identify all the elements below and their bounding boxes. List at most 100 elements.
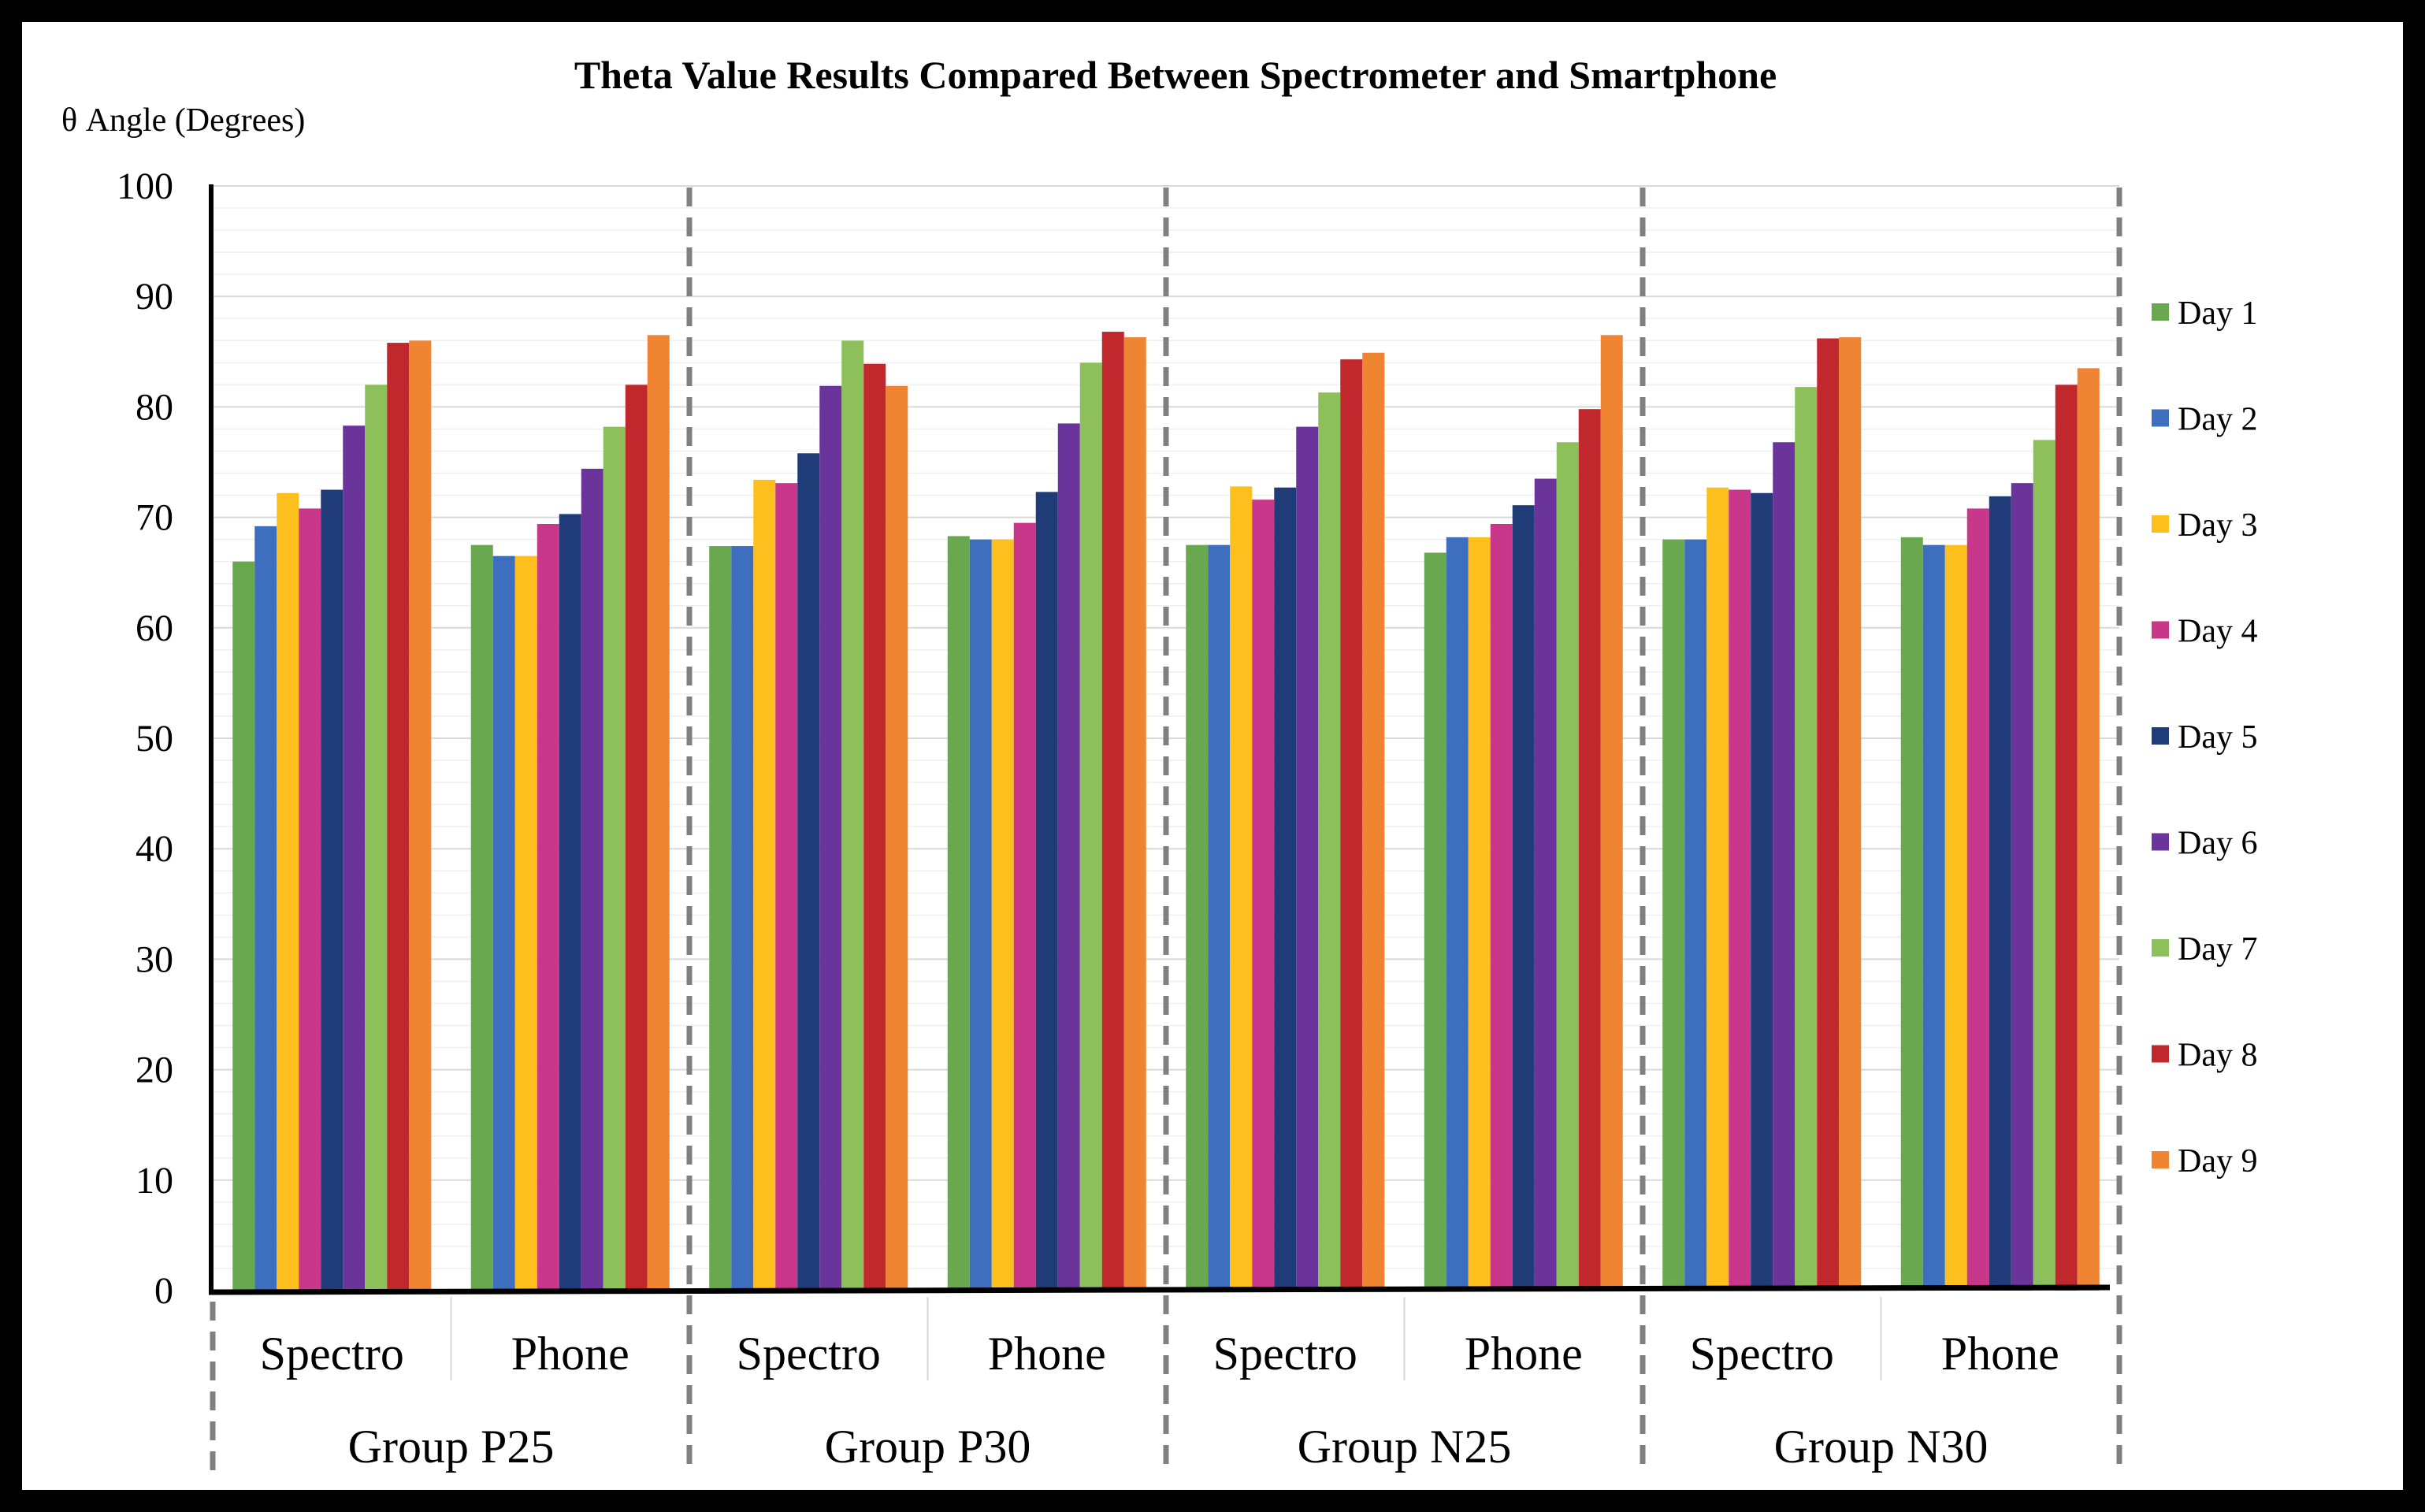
bar-day-8 [2055,385,2078,1291]
legend-label: Day 7 [2178,931,2257,968]
bar-day-4 [1966,508,1989,1291]
legend-label: Day 5 [2178,719,2257,756]
bar-day-3 [1230,486,1253,1291]
bar-day-8 [1817,338,1840,1291]
y-tick-label: 50 [136,718,173,760]
legend-label: Day 4 [2178,614,2257,650]
group-label: Group N30 [1774,1421,1989,1473]
legend-label: Day 8 [2178,1038,2257,1074]
bar-day-6 [819,385,842,1291]
bar-day-9 [1839,337,1862,1291]
category-label: Spectro [1690,1328,1834,1380]
y-tick-labels: 0 10 20 30 40 50 60 70 80 90 100 [117,165,173,1312]
bar-day-8 [1578,409,1601,1291]
legend-label: Day 2 [2178,402,2257,438]
bar-day-6 [1534,478,1557,1291]
y-tick-label: 90 [136,276,173,318]
y-axis-label: θ Angle (Degrees) [61,102,305,139]
bar-day-7 [1079,362,1102,1291]
bar-day-6 [343,425,366,1291]
bar-day-8 [625,385,648,1291]
bar-day-2 [1446,537,1469,1291]
bar-day-4 [1729,489,1751,1291]
group-label: Group N25 [1298,1421,1512,1473]
y-tick-label: 80 [136,386,173,428]
category-label: Phone [1941,1328,2059,1380]
bar-day-9 [886,385,908,1291]
legend-label: Day 6 [2178,826,2257,862]
legend-swatch [2152,727,2169,745]
bar-day-5 [559,514,581,1291]
bar-day-5 [797,453,820,1291]
bar-day-1 [1900,537,1923,1291]
bar-day-7 [841,340,864,1291]
bar-day-7 [1318,392,1341,1291]
bars [232,332,2100,1291]
legend-swatch [2152,1151,2169,1168]
bar-day-1 [232,561,255,1291]
legend-swatch [2152,939,2169,957]
bar-day-6 [581,468,603,1291]
legend-label: Day 3 [2178,507,2257,544]
bar-day-5 [1512,505,1535,1291]
bar-day-9 [1123,337,1146,1291]
bar-day-3 [991,539,1014,1291]
bar-day-8 [1101,332,1124,1291]
bar-day-5 [321,489,344,1291]
bar-day-4 [1252,500,1275,1291]
bar-day-6 [1296,426,1319,1291]
bar-day-9 [1362,352,1385,1291]
x-tick-labels: Spectro Phone Spectro Phone Spectro Phone Spec… [260,1328,2059,1473]
legend: Day 1 Day 2 Day 3 Day 4 Day 5 Day 6 Day 7 Day 8… [2152,295,2257,1180]
bar-day-6 [1773,442,1796,1291]
bar-day-6 [2011,483,2033,1291]
category-label: Phone [988,1328,1106,1380]
bar-day-4 [299,508,321,1291]
y-tick-label: 60 [136,607,173,649]
bar-day-9 [2077,368,2100,1291]
bar-day-4 [1490,524,1513,1291]
bar-day-2 [492,555,515,1291]
bar-day-2 [1922,544,1945,1291]
bar-day-3 [753,479,776,1291]
bar-day-1 [709,546,732,1291]
bar-day-9 [1600,335,1623,1291]
y-tick-label: 30 [136,938,173,980]
bar-day-1 [1662,539,1685,1291]
category-label: Spectro [1213,1328,1357,1380]
group-label: Group P25 [348,1421,555,1473]
chart-title: Theta Value Results Compared Between Spe… [574,53,1777,97]
bar-day-8 [387,343,410,1291]
bar-day-7 [2033,440,2055,1291]
bar-day-5 [1274,487,1297,1291]
legend-swatch [2152,515,2169,533]
bar-day-4 [775,483,798,1291]
legend-swatch [2152,409,2169,427]
group-label: Group P30 [825,1421,1031,1473]
y-tick-label: 10 [136,1160,173,1202]
bar-day-2 [254,526,277,1291]
legend-swatch [2152,1045,2169,1063]
y-tick-label: 40 [136,828,173,870]
bar-day-1 [470,544,493,1291]
bar-day-8 [863,363,886,1291]
bar-day-2 [1208,544,1231,1291]
bar-day-1 [1424,552,1446,1291]
bar-day-9 [647,335,670,1291]
category-label: Phone [511,1328,629,1380]
bar-day-3 [1706,487,1729,1291]
bar-day-9 [409,340,432,1291]
bar-day-7 [603,426,626,1291]
category-label: Spectro [260,1328,404,1380]
bar-day-7 [1556,442,1579,1291]
bar-day-8 [1340,359,1363,1291]
bar-day-7 [1795,387,1818,1291]
bar-day-6 [1057,423,1080,1291]
x-axis-line [208,1284,2111,1295]
bar-day-3 [1944,544,1967,1291]
legend-swatch [2152,303,2169,321]
group-dividers [210,188,2122,1475]
legend-swatch [2152,621,2169,639]
